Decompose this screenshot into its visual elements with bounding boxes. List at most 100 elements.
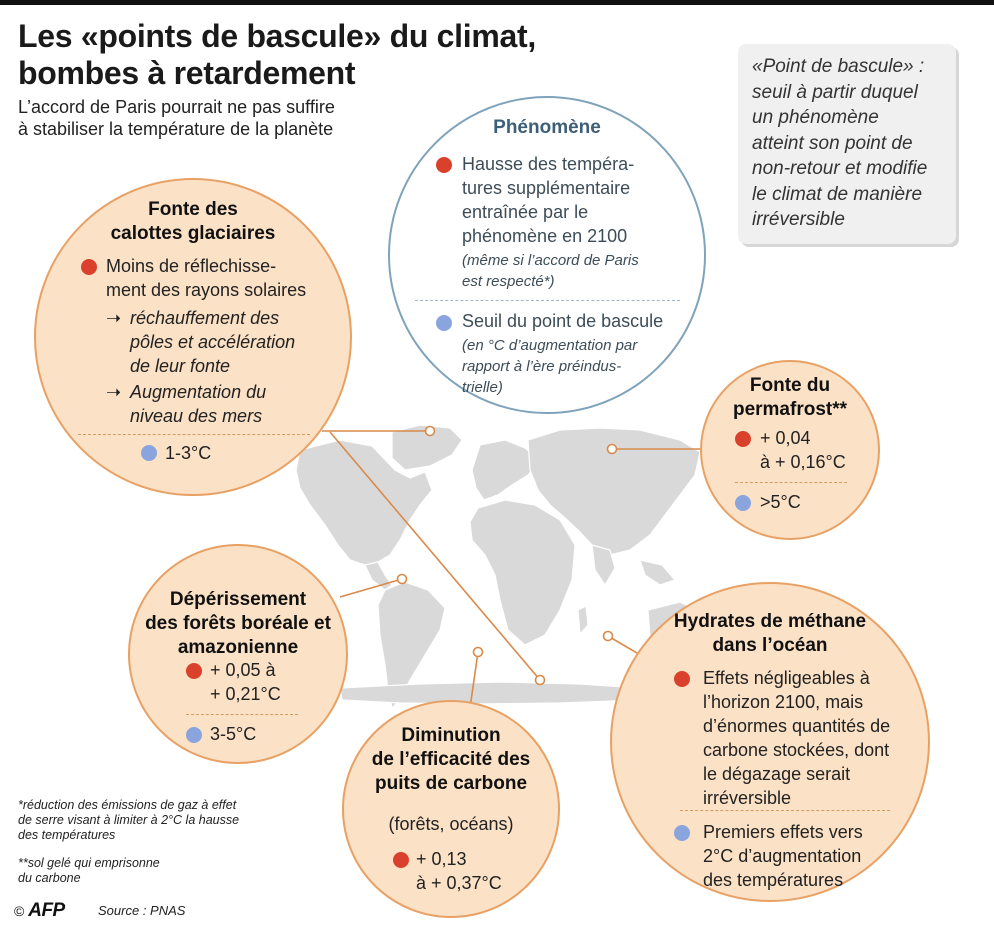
footnote-line: des températures <box>18 828 116 842</box>
definition-line: atteint son point de <box>752 132 913 154</box>
consequence-line: de leur fonte <box>130 356 231 376</box>
legend-blue-dot <box>436 315 452 331</box>
methane-red-line: Effets négligeables à <box>703 668 870 688</box>
marker-ocean-carbon <box>472 646 484 658</box>
consequence-line: niveau des mers <box>130 406 263 426</box>
carbon-sink-title-line: de l’efficacité des <box>371 749 531 770</box>
consequence-line: Augmentation du <box>130 382 267 402</box>
forest-title: Dépérissement des forêts boréale et amaz… <box>128 588 348 660</box>
marker-indian-ocean <box>602 630 614 642</box>
subtitle-line: L’accord de Paris pourrait ne pas suffir… <box>18 97 335 117</box>
forest-threshold: 3-5°C <box>210 724 257 744</box>
arrow-right-icon: ➝ <box>106 308 122 328</box>
consequence-line: pôles et accélération <box>130 332 296 352</box>
ice-caps-title-line: Fonte des <box>148 199 238 220</box>
permafrost-bubble <box>700 360 880 540</box>
methane-blue-line: Premiers effets vers <box>703 822 863 842</box>
footnote-emissions: *réduction des émissions de gaz à effet … <box>18 798 288 843</box>
legend-red-text: Hausse des tempéra- tures supplémentaire… <box>462 152 702 248</box>
carbon-sink-bubble <box>342 700 560 918</box>
footnote-permafrost: **sol gelé qui emprisonne du carbone <box>18 856 238 886</box>
carbon-sink-title-line: puits de carbone <box>374 773 528 794</box>
ice-caps-red-text: Moins de réflechisse- ment des rayons so… <box>106 254 346 302</box>
footnote-line: du carbone <box>18 871 81 885</box>
legend-note-line: rapport à l’ère préindus- <box>462 358 622 375</box>
legend-note-line: (même si l’accord de Paris <box>462 252 639 269</box>
permafrost-threshold: >5°C <box>760 492 801 512</box>
definition-line: irréversible <box>752 209 845 230</box>
legend-divider <box>415 300 680 301</box>
ice-caps-red-dot <box>81 259 97 275</box>
definition-box: «Point de bascule» : seuil à partir duqu… <box>738 44 956 244</box>
forest-red-text: + 0,05 à + 0,21°C <box>210 658 330 706</box>
permafrost-title-line: Fonte du <box>749 375 831 396</box>
ice-caps-bubble <box>34 178 352 496</box>
footer-credit: © AFP <box>14 900 65 922</box>
legend-blue-line: Seuil du point de bascule <box>462 311 664 331</box>
carbon-sink-red-dot <box>393 852 409 868</box>
forest-red-dot <box>186 663 202 679</box>
source-credit: Source : PNAS <box>98 903 186 918</box>
legend-red-dot <box>436 157 452 173</box>
legend-note-line: est respecté*) <box>462 273 555 290</box>
marker-antarctica <box>534 674 546 686</box>
permafrost-title-line: permafrost** <box>732 399 848 420</box>
footnote-line: de serre visant à limiter à 2°C la hauss… <box>18 813 240 827</box>
ice-caps-consequence-1: réchauffement des pôles et accélération … <box>130 306 340 378</box>
permafrost-blue-dot <box>735 495 751 511</box>
legend-red-note: (même si l’accord de Paris est respecté*… <box>462 250 702 292</box>
page-title: Les «points de bascule» du climat, bombe… <box>18 18 618 92</box>
ice-caps-threshold: 1-3°C <box>165 443 212 463</box>
carbon-sink-title-line: Diminution <box>401 725 501 746</box>
ice-caps-title-line: calottes glaciaires <box>110 223 276 244</box>
forest-title-line: Dépérissement <box>169 589 307 610</box>
definition-line: «Point de bascule» : <box>752 56 925 77</box>
methane-red-line: carbone stockées, dont <box>703 740 890 760</box>
methane-blue-dot <box>674 825 690 841</box>
legend-red-line: tures supplémentaire <box>462 178 631 198</box>
methane-red-line: irréversible <box>703 788 792 808</box>
methane-red-line: le dégazage serait <box>703 764 851 784</box>
legend-blue-text: Seuil du point de bascule <box>462 309 702 333</box>
page-subtitle: L’accord de Paris pourrait ne pas suffir… <box>18 96 398 140</box>
top-bar <box>0 0 994 5</box>
carbon-sink-title: Diminution de l’efficacité des puits de … <box>342 724 560 796</box>
permafrost-divider <box>735 482 847 483</box>
permafrost-red-line: à + 0,16°C <box>760 452 846 472</box>
definition-line: le climat de manière <box>752 183 923 205</box>
permafrost-red-text: + 0,04 à + 0,16°C <box>760 426 880 474</box>
forest-title-line: amazonienne <box>177 637 299 658</box>
definition-line: non-retour et modifie <box>752 158 928 179</box>
methane-red-line: l’horizon 2100, mais <box>703 692 864 712</box>
carbon-sink-subtitle: (forêts, océans) <box>388 814 514 834</box>
forest-bubble <box>128 544 348 764</box>
forest-blue-dot <box>186 727 202 743</box>
methane-red-text: Effets négligeables à l’horizon 2100, ma… <box>703 666 928 810</box>
methane-red-line: d’énormes quantités de <box>703 716 891 736</box>
ice-caps-blue-dot <box>141 445 157 461</box>
methane-title-line: dans l’océan <box>712 635 828 656</box>
carbon-sink-red-line: à + 0,37°C <box>416 873 502 893</box>
legend-title: Phénomène <box>493 117 601 138</box>
footnote-line: *réduction des émissions de gaz à effet <box>18 798 237 812</box>
legend-note-line: trielle) <box>462 379 503 396</box>
copyright-symbol: © <box>14 903 25 919</box>
methane-blue-line: des températures <box>703 870 844 890</box>
marker-amazon <box>396 573 408 585</box>
permafrost-title: Fonte du permafrost** <box>700 374 880 422</box>
title-line: Les «points de bascule» du climat, <box>18 18 536 54</box>
footnote-line: **sol gelé qui emprisonne <box>18 856 160 870</box>
subtitle-line: à stabiliser la température de la planèt… <box>18 119 334 139</box>
methane-bubble <box>610 582 930 902</box>
legend-note-line: (en °C d’augmentation par <box>462 337 638 354</box>
ice-caps-title: Fonte des calottes glaciaires <box>34 198 352 246</box>
title-line: bombes à retardement <box>18 55 356 91</box>
marker-greenland <box>424 425 436 437</box>
arrow-right-icon: ➝ <box>106 382 122 402</box>
permafrost-red-dot <box>735 431 751 447</box>
forest-red-line: + 0,21°C <box>210 684 281 704</box>
methane-divider <box>680 810 890 811</box>
forest-red-line: + 0,05 à <box>210 660 276 680</box>
ice-caps-red-line: Moins de réflechisse- <box>106 256 277 276</box>
